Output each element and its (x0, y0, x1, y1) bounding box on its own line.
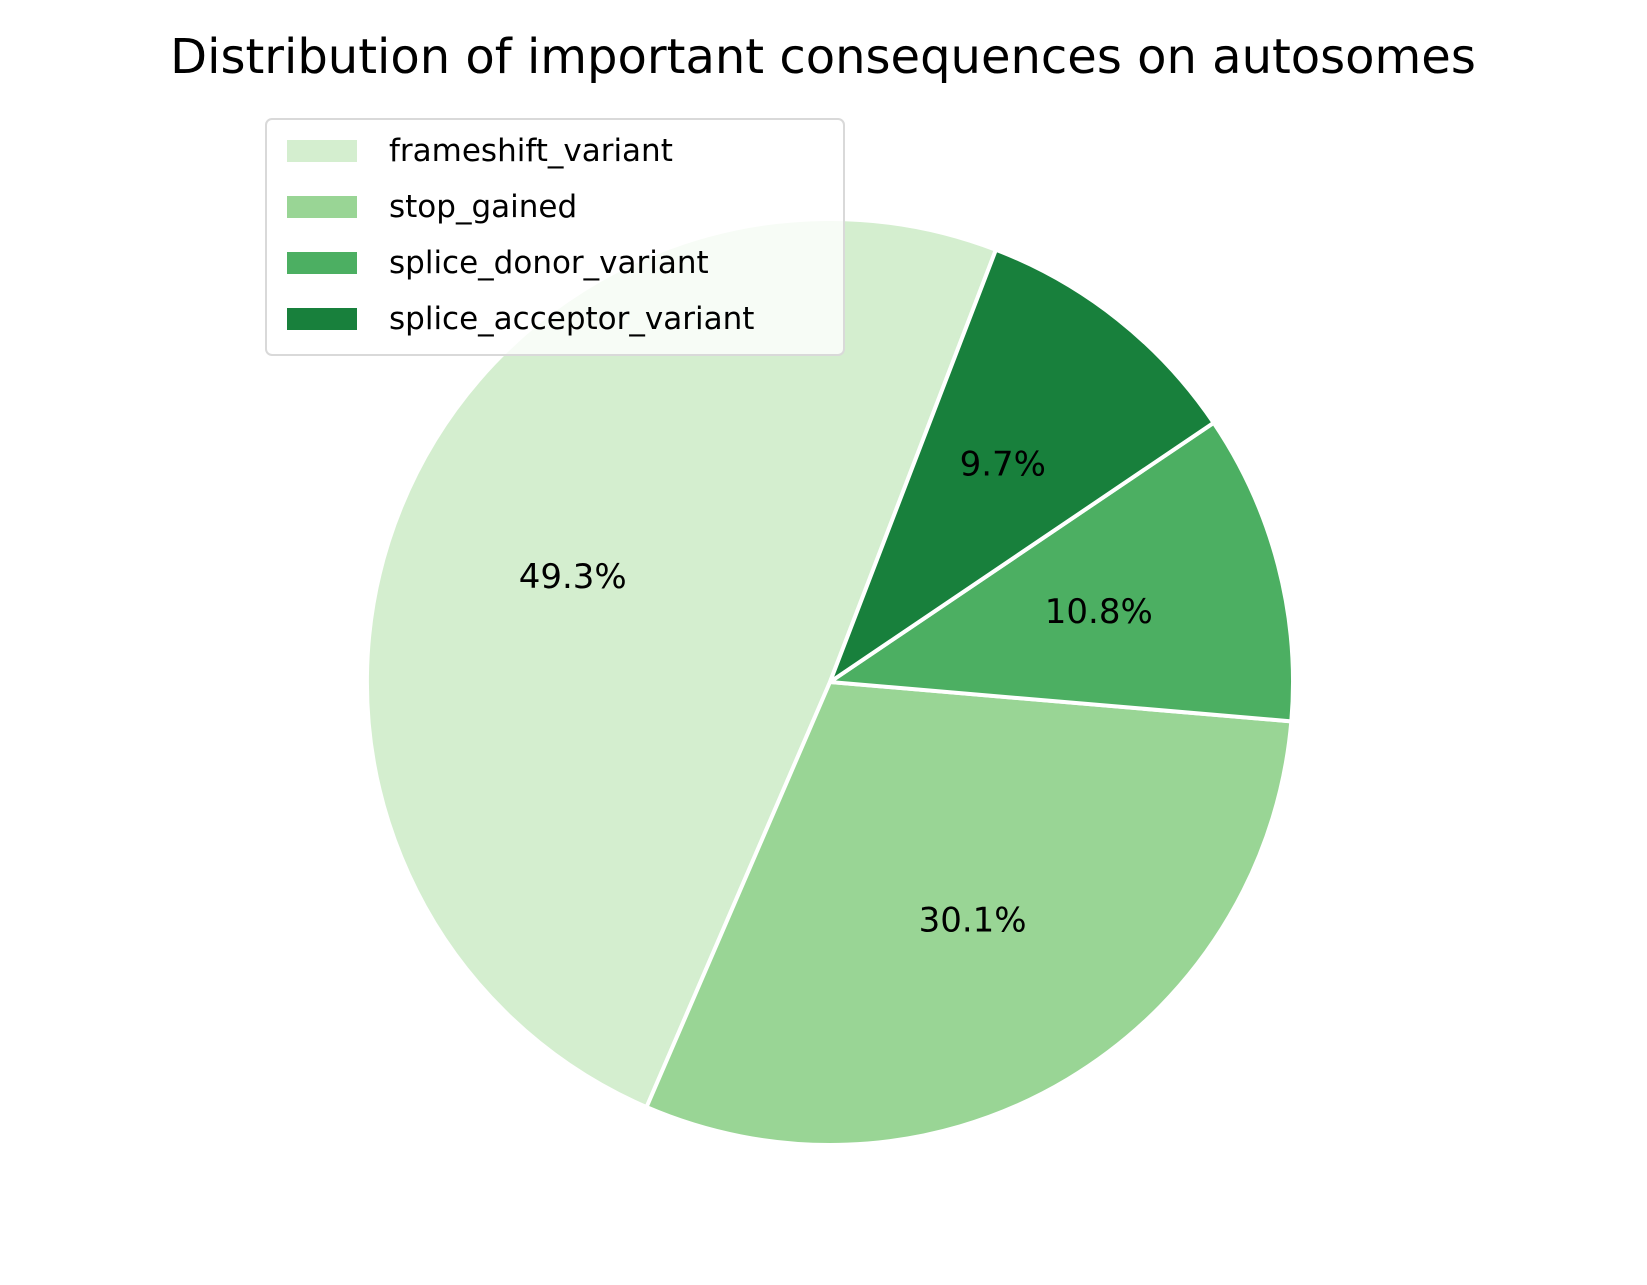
legend-label-splice-donor-variant: splice_donor_variant (389, 245, 709, 281)
pie-label-stop-gained: 30.1% (919, 900, 1027, 940)
legend-entries: frameshift_variant stop_gained splice_dono… (287, 133, 754, 337)
pie-label-splice-acceptor-variant: 9.7% (960, 445, 1046, 485)
legend-label-splice-acceptor-variant: splice_acceptor_variant (389, 301, 754, 337)
legend-label-frameshift-variant: frameshift_variant (389, 133, 673, 169)
pie-slice-stop-gained (644, 680, 1294, 1147)
pie-slices (364, 217, 1295, 1147)
legend-swatch-stop-gained (287, 196, 357, 218)
legend-swatch-frameshift-variant (287, 140, 357, 162)
pie-slice-splice-donor-variant (828, 420, 1295, 724)
legend-swatch-splice-donor-variant (287, 252, 357, 274)
pie-label-splice-donor-variant: 10.8% (1045, 592, 1153, 632)
pie-label-frameshift-variant: 49.3% (519, 557, 627, 597)
legend-swatch-splice-acceptor-variant (287, 308, 357, 330)
pie-slice-splice-acceptor-variant (828, 247, 1216, 684)
legend-label-stop-gained: stop_gained (389, 189, 577, 225)
legend-frame (265, 118, 845, 356)
chart-title: Distribution of important consequences o… (170, 29, 1476, 85)
legend: frameshift_variant stop_gained splice_dono… (265, 118, 845, 356)
pie-percent-labels: 49.3% 30.1% 10.8% 9.7% (519, 445, 1153, 941)
